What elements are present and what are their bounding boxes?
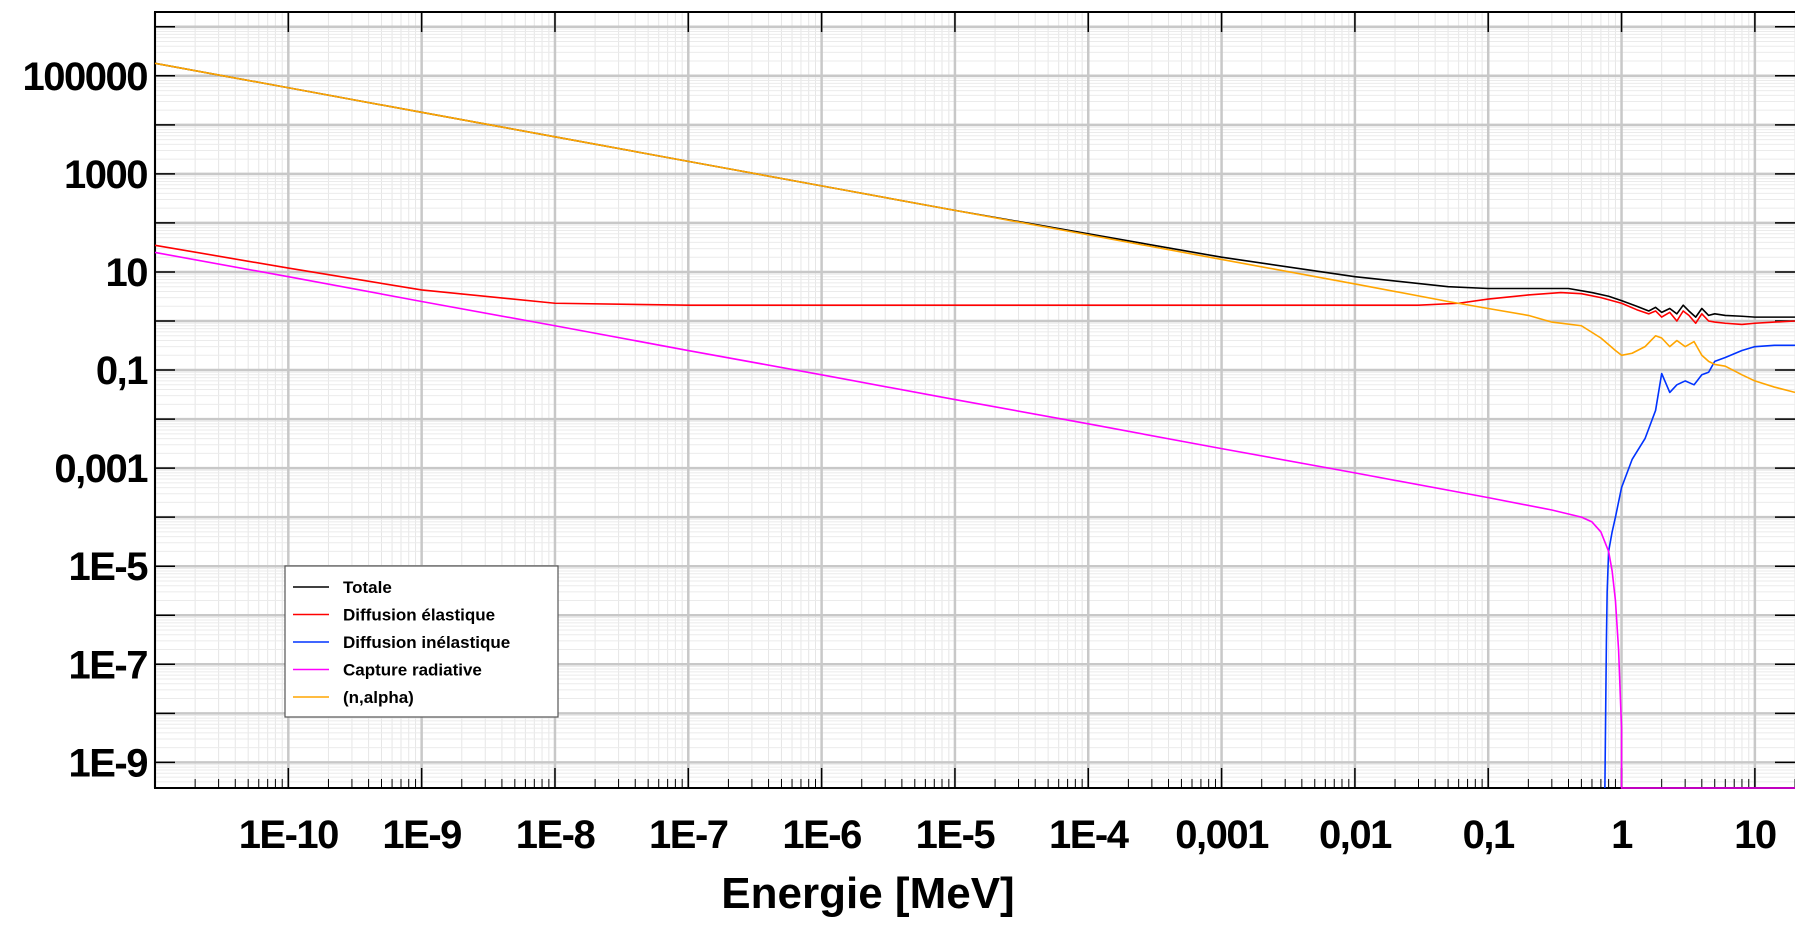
legend-box: [284, 565, 559, 718]
x-tick-label: 0,01: [1319, 813, 1392, 857]
x-tick-label: 1E-9: [382, 813, 461, 857]
x-tick-label: 1E-5: [916, 813, 996, 857]
y-tick-label: 1E-5: [69, 545, 149, 589]
y-tick-labels: 100000 1000 10 0,1 0,001 1E-5 1E-7 1E-9: [23, 55, 150, 786]
legend-label: (n,alpha): [343, 688, 414, 707]
y-tick-label: 1000: [64, 153, 147, 197]
x-tick-label: 1E-6: [782, 813, 861, 857]
x-tick-labels: 1E-10 1E-9 1E-8 1E-7 1E-6 1E-5 1E-4 0,001 0,01 0,…: [239, 813, 1778, 857]
y-tick-label: 0,001: [54, 447, 148, 491]
series-layer: [154, 62, 1795, 789]
tick-marks: [154, 12, 1795, 788]
series-line-2: [1604, 344, 1795, 789]
series-line-1: [154, 244, 1795, 326]
legend-label: Diffusion élastique: [343, 606, 495, 625]
plot-frame: [154, 11, 1795, 789]
legend: Totale Diffusion élastique Diffusion inéla…: [284, 565, 559, 718]
y-tick-label: 1E-7: [69, 643, 148, 687]
x-tick-label: 10: [1734, 813, 1776, 857]
y-tick-label: 1E-9: [69, 741, 148, 785]
series-line-4: [154, 62, 1795, 394]
legend-label: Capture radiative: [343, 661, 482, 680]
x-tick-label: 1E-10: [239, 813, 338, 857]
legend-label: Totale: [343, 578, 392, 597]
x-tick-label: 0,001: [1175, 813, 1269, 857]
x-tick-label: 0,1: [1463, 813, 1515, 857]
x-tick-label: 1E-7: [649, 813, 728, 857]
x-axis-label: Energie [MeV]: [721, 869, 1014, 918]
y-tick-label: 0,1: [96, 349, 148, 393]
y-tick-label: 10: [106, 251, 148, 295]
series-line-3: [154, 251, 1795, 789]
x-tick-label: 1: [1611, 813, 1633, 857]
x-tick-label: 1E-4: [1049, 813, 1130, 857]
legend-label: Diffusion inélastique: [343, 633, 510, 652]
y-tick-label: 100000: [23, 55, 148, 99]
x-tick-label: 1E-8: [516, 813, 596, 857]
